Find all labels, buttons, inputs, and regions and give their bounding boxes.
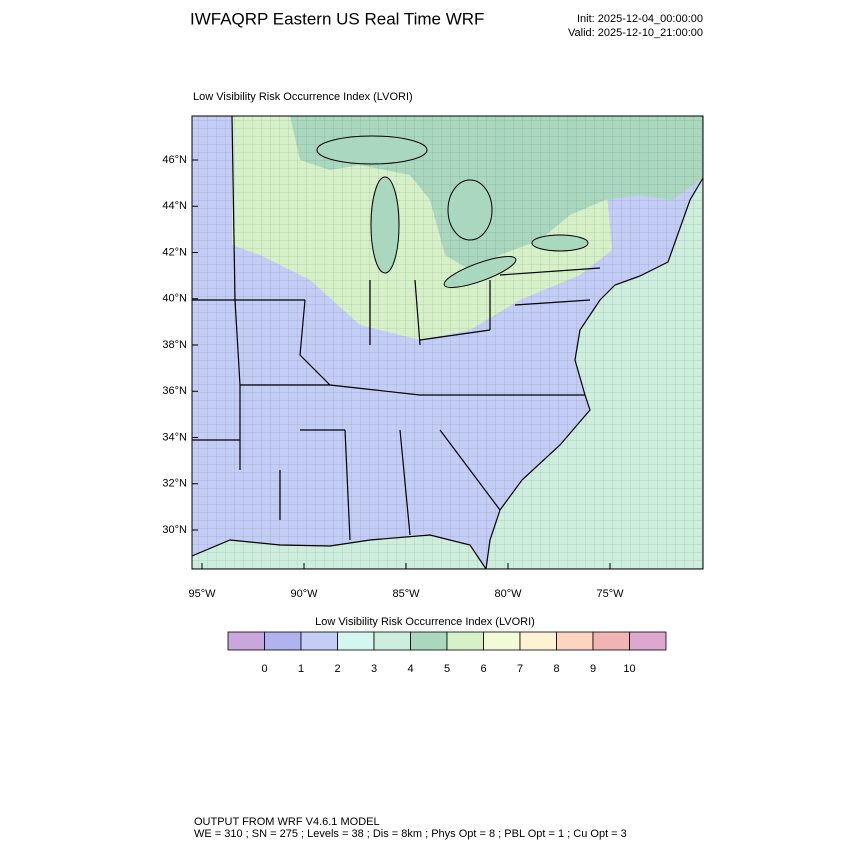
colorbar-swatch bbox=[519, 631, 557, 651]
lon-label: 80°W bbox=[494, 588, 522, 600]
colorbar-swatch bbox=[410, 631, 448, 651]
colorbar-label: 0 bbox=[261, 663, 267, 675]
lat-label: 46°N bbox=[162, 154, 187, 166]
lat-label: 44°N bbox=[162, 200, 187, 212]
colorbar-label: 8 bbox=[553, 663, 559, 675]
colorbar-label: 5 bbox=[444, 663, 450, 675]
lon-label: 95°W bbox=[188, 588, 216, 600]
colorbar-label: 3 bbox=[371, 663, 377, 675]
lon-label: 75°W bbox=[596, 588, 624, 600]
colorbar-swatch bbox=[227, 631, 265, 651]
footer-line: WE = 310 ; SN = 275 ; Levels = 38 ; Dis … bbox=[194, 828, 627, 840]
lat-label: 42°N bbox=[162, 246, 187, 258]
lat-label: 40°N bbox=[162, 293, 187, 305]
valid-time: Valid: 2025-12-10_21:00:00 bbox=[568, 27, 703, 39]
map-title: Low Visibility Risk Occurrence Index (LV… bbox=[193, 91, 413, 103]
colorbar-label: 2 bbox=[334, 663, 340, 675]
colorbar-label: 1 bbox=[298, 663, 304, 675]
colorbar-swatch bbox=[592, 631, 630, 651]
colorbar-swatch bbox=[446, 631, 484, 651]
title: IWFAQRP Eastern US Real Time WRF bbox=[190, 9, 484, 28]
colorbar-swatch bbox=[629, 631, 667, 651]
map-frame bbox=[191, 115, 704, 570]
colorbar-label: 6 bbox=[480, 663, 486, 675]
colorbar-swatch bbox=[483, 631, 521, 651]
lat-label: 38°N bbox=[162, 339, 187, 351]
lon-label: 85°W bbox=[392, 588, 420, 600]
lon-label: 90°W bbox=[290, 588, 318, 600]
lat-label: 36°N bbox=[162, 385, 187, 397]
colorbar-swatch bbox=[300, 631, 338, 651]
footer-line: OUTPUT FROM WRF V4.6.1 MODEL bbox=[194, 816, 380, 828]
lat-label: 34°N bbox=[162, 431, 187, 443]
colorbar-label: 10 bbox=[623, 663, 635, 675]
colorbar-title: Low Visibility Risk Occurrence Index (LV… bbox=[315, 616, 535, 628]
colorbar-label: 7 bbox=[517, 663, 523, 675]
map bbox=[192, 116, 703, 569]
colorbar-swatch bbox=[264, 631, 302, 651]
colorbar-label: 9 bbox=[590, 663, 596, 675]
lat-label: 32°N bbox=[162, 478, 187, 490]
colorbar-swatch bbox=[373, 631, 411, 651]
colorbar-swatch bbox=[556, 631, 594, 651]
lat-label: 30°N bbox=[162, 524, 187, 536]
init-time: Init: 2025-12-04_00:00:00 bbox=[577, 13, 703, 25]
colorbar-swatch bbox=[337, 631, 375, 651]
colorbar-label: 4 bbox=[407, 663, 413, 675]
